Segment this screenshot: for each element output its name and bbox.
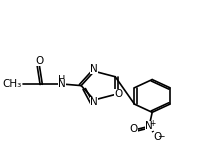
Text: CH₃: CH₃ <box>2 79 21 89</box>
Text: O: O <box>35 56 43 66</box>
Text: +: + <box>150 119 156 128</box>
Text: O: O <box>129 124 138 134</box>
Text: O: O <box>114 90 123 100</box>
Text: −: − <box>157 132 164 141</box>
Text: N: N <box>90 64 98 74</box>
Text: H: H <box>58 75 65 85</box>
Text: O: O <box>153 132 161 142</box>
Text: N: N <box>90 97 98 107</box>
Text: N: N <box>145 121 153 131</box>
Text: N: N <box>58 79 66 89</box>
